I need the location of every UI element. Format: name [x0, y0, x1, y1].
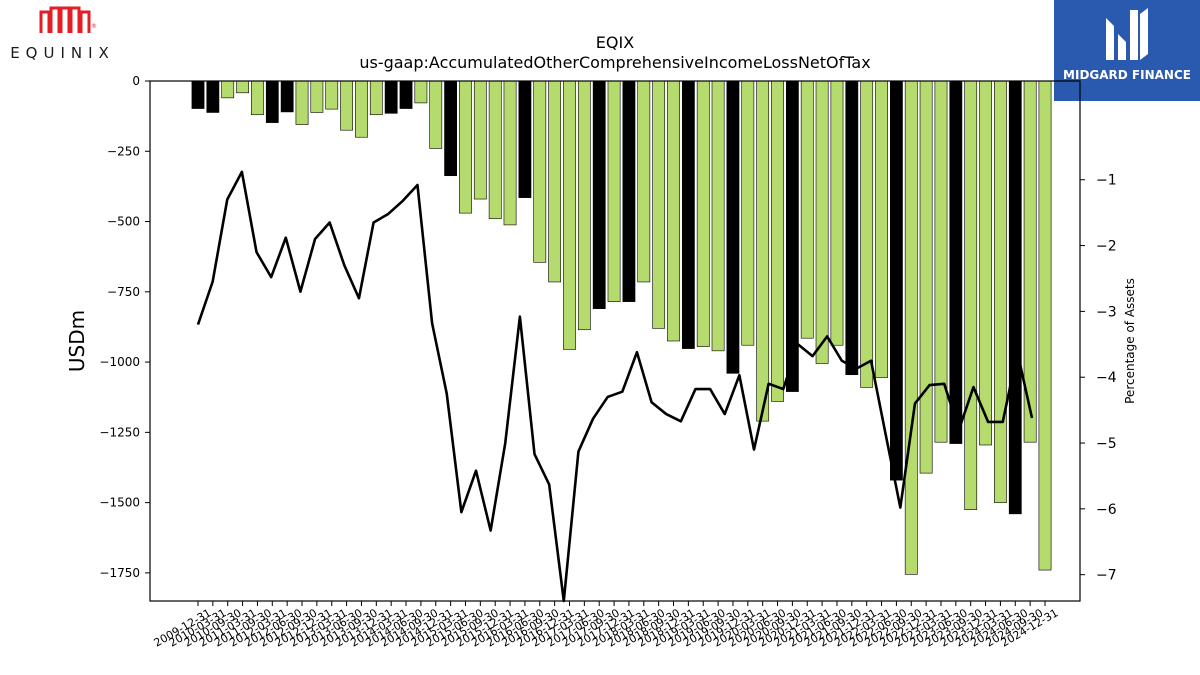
bar: [355, 80, 368, 138]
registered-mark: ®: [91, 23, 97, 30]
bar: [429, 80, 443, 149]
y-tick-label: −1500: [99, 496, 140, 510]
bar: [904, 80, 918, 575]
line-series: [196, 170, 1034, 603]
bar: [577, 80, 591, 331]
y2-tick-label: −7: [1096, 568, 1117, 584]
bar: [949, 80, 963, 444]
bar: [652, 80, 666, 329]
plot-frame: [149, 80, 1081, 602]
bar: [711, 80, 725, 352]
equinix-logo-icon: ®: [39, 6, 97, 33]
y-tick-label: −1750: [99, 566, 140, 580]
bar: [414, 80, 428, 104]
bar: [280, 80, 294, 113]
bar: [191, 80, 205, 109]
bar: [384, 80, 398, 114]
bar: [964, 80, 978, 510]
chart-subtitle: us-gaap:AccumulatedOtherComprehensiveInc…: [359, 53, 870, 72]
y-tick-label: 0: [132, 74, 140, 88]
y2-tick-label: −3: [1096, 304, 1117, 320]
bar: [310, 80, 324, 113]
y-tick-label: −1000: [99, 355, 140, 369]
bar: [741, 80, 755, 346]
bar: [696, 80, 710, 347]
bar: [459, 80, 472, 214]
bar: [236, 80, 249, 94]
midgard-wordmark: MIDGARD FINANCE: [1063, 68, 1191, 82]
y2-tick-label: −4: [1096, 370, 1117, 386]
y2-tick-label: −2: [1096, 239, 1117, 255]
bar: [221, 80, 235, 99]
y-tick-label: −500: [107, 215, 140, 229]
bar: [340, 80, 353, 131]
y-tick-label: −250: [107, 144, 140, 158]
bar: [607, 80, 621, 302]
bar: [548, 80, 562, 283]
bar: [251, 80, 264, 116]
bar: [444, 80, 457, 177]
bar: [637, 80, 651, 283]
y2-tick-label: −6: [1096, 502, 1117, 518]
bar: [979, 80, 992, 446]
bar: [771, 80, 784, 402]
bar: [563, 80, 576, 350]
y-axis: 0 −250 −500 −750 −1000 −1250 −1500 −1750: [99, 74, 150, 580]
bar: [265, 80, 279, 123]
bar: [815, 80, 829, 364]
midgard-logo-icon: [1106, 8, 1148, 60]
midgard-finance-logo: MIDGARD FINANCE: [1054, 0, 1200, 101]
x-axis: 2009-12-312010-03-312010-09-302011-03-31…: [152, 601, 1061, 650]
bar: [518, 80, 532, 198]
bar: [295, 80, 309, 125]
bar: [1008, 80, 1022, 515]
chart-title: EQIX: [596, 33, 634, 52]
bar: [860, 80, 874, 388]
y2-axis: −1 −2 −3 −4 −5 −6 −7: [1080, 173, 1117, 584]
bar: [399, 80, 413, 109]
bar: [503, 80, 517, 226]
line-path: [196, 170, 1034, 603]
equinix-logo: ® EQUINIX: [0, 0, 125, 70]
equinix-wordmark: EQUINIX: [10, 44, 115, 62]
bar: [875, 80, 888, 378]
bar: [533, 80, 547, 263]
y-tick-label: −750: [107, 285, 140, 299]
bar: [845, 80, 859, 376]
bar: [800, 80, 814, 339]
bar: [994, 80, 1007, 503]
bar: [681, 80, 695, 349]
y-tick-label: −1250: [99, 425, 140, 439]
bar: [206, 80, 220, 113]
bar: [592, 80, 606, 309]
bar: [325, 80, 339, 110]
bar: [667, 80, 680, 342]
bar: [756, 80, 770, 422]
y-axis-label: USDm: [65, 310, 89, 372]
bar: [369, 80, 383, 116]
bar: [726, 80, 740, 374]
bar: [919, 80, 933, 474]
y2-axis-label: Percentage of Assets: [1123, 278, 1137, 404]
bar: [890, 80, 903, 481]
bar-series: [191, 80, 1052, 575]
bar: [473, 80, 487, 200]
bar: [488, 80, 502, 220]
bar: [622, 80, 636, 302]
bar: [1038, 80, 1052, 571]
bar: [830, 80, 844, 346]
y2-tick-label: −1: [1096, 173, 1117, 189]
y2-tick-label: −5: [1096, 436, 1117, 452]
